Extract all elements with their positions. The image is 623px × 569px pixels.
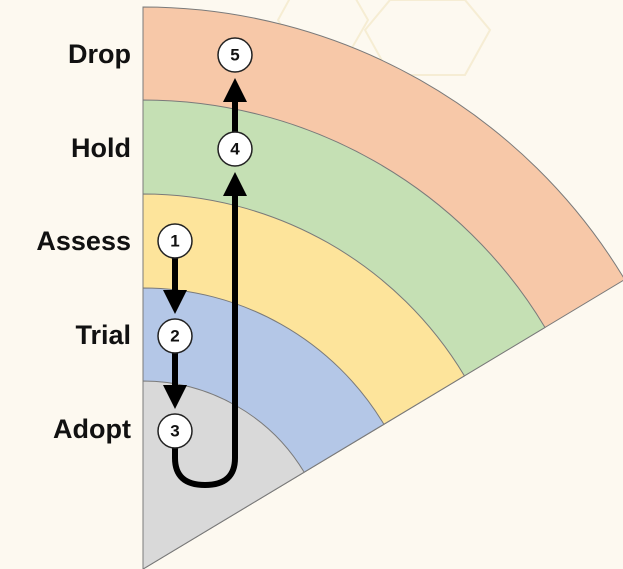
nodes: 1 2 3 4 5 <box>157 37 253 449</box>
ring-labels: Drop Hold Assess Trial Adopt <box>36 39 131 444</box>
ring-label: Trial <box>75 320 131 350</box>
node-label: 2 <box>170 327 179 346</box>
node-label: 3 <box>170 422 179 441</box>
node <box>217 37 253 73</box>
node-label: 5 <box>230 46 239 65</box>
arrow <box>172 172 247 489</box>
ring-label: Adopt <box>53 414 131 444</box>
node <box>157 223 193 259</box>
node <box>157 413 193 449</box>
ring-label: Assess <box>36 226 131 256</box>
arrows <box>163 78 247 489</box>
ring-label: Hold <box>71 133 131 163</box>
node <box>157 318 193 354</box>
node-label: 4 <box>230 140 240 159</box>
node <box>217 131 253 167</box>
ring-label: Drop <box>68 39 131 69</box>
node-label: 1 <box>170 232 179 251</box>
